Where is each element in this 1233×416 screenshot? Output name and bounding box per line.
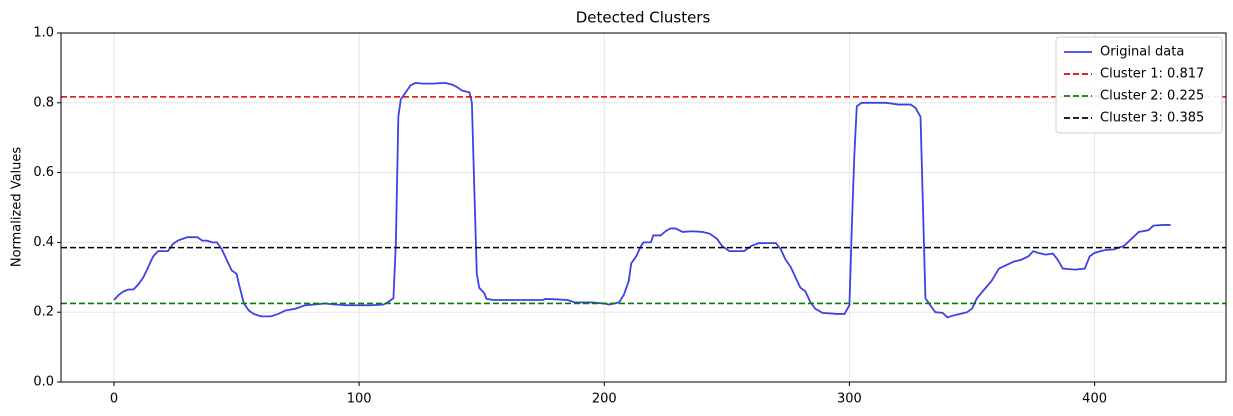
x-tick-label: 300 — [837, 392, 862, 407]
y-tick-label: 0.6 — [33, 165, 54, 180]
x-tick-label: 200 — [592, 392, 617, 407]
x-tick-label: 100 — [347, 392, 372, 407]
legend-label: Original data — [1100, 45, 1184, 60]
x-tick-label: 400 — [1082, 392, 1107, 407]
legend-label: Cluster 2: 0.225 — [1100, 89, 1204, 104]
y-tick-label: 1.0 — [33, 26, 54, 41]
y-axis-label: Normalized Values — [10, 147, 25, 268]
y-tick-label: 0.0 — [33, 375, 54, 390]
plot-frame — [60, 32, 1227, 383]
x-tick-label: 0 — [110, 392, 118, 407]
chart-title: Detected Clusters — [576, 9, 711, 27]
y-tick-label: 0.2 — [33, 305, 54, 320]
y-tick-label: 0.8 — [33, 95, 54, 110]
y-tick-label: 0.4 — [33, 235, 54, 250]
data-line — [113, 81, 1171, 319]
legend-box — [1055, 36, 1223, 134]
legend-label: Cluster 1: 0.817 — [1100, 67, 1204, 82]
legend-label: Cluster 3: 0.385 — [1100, 111, 1204, 126]
